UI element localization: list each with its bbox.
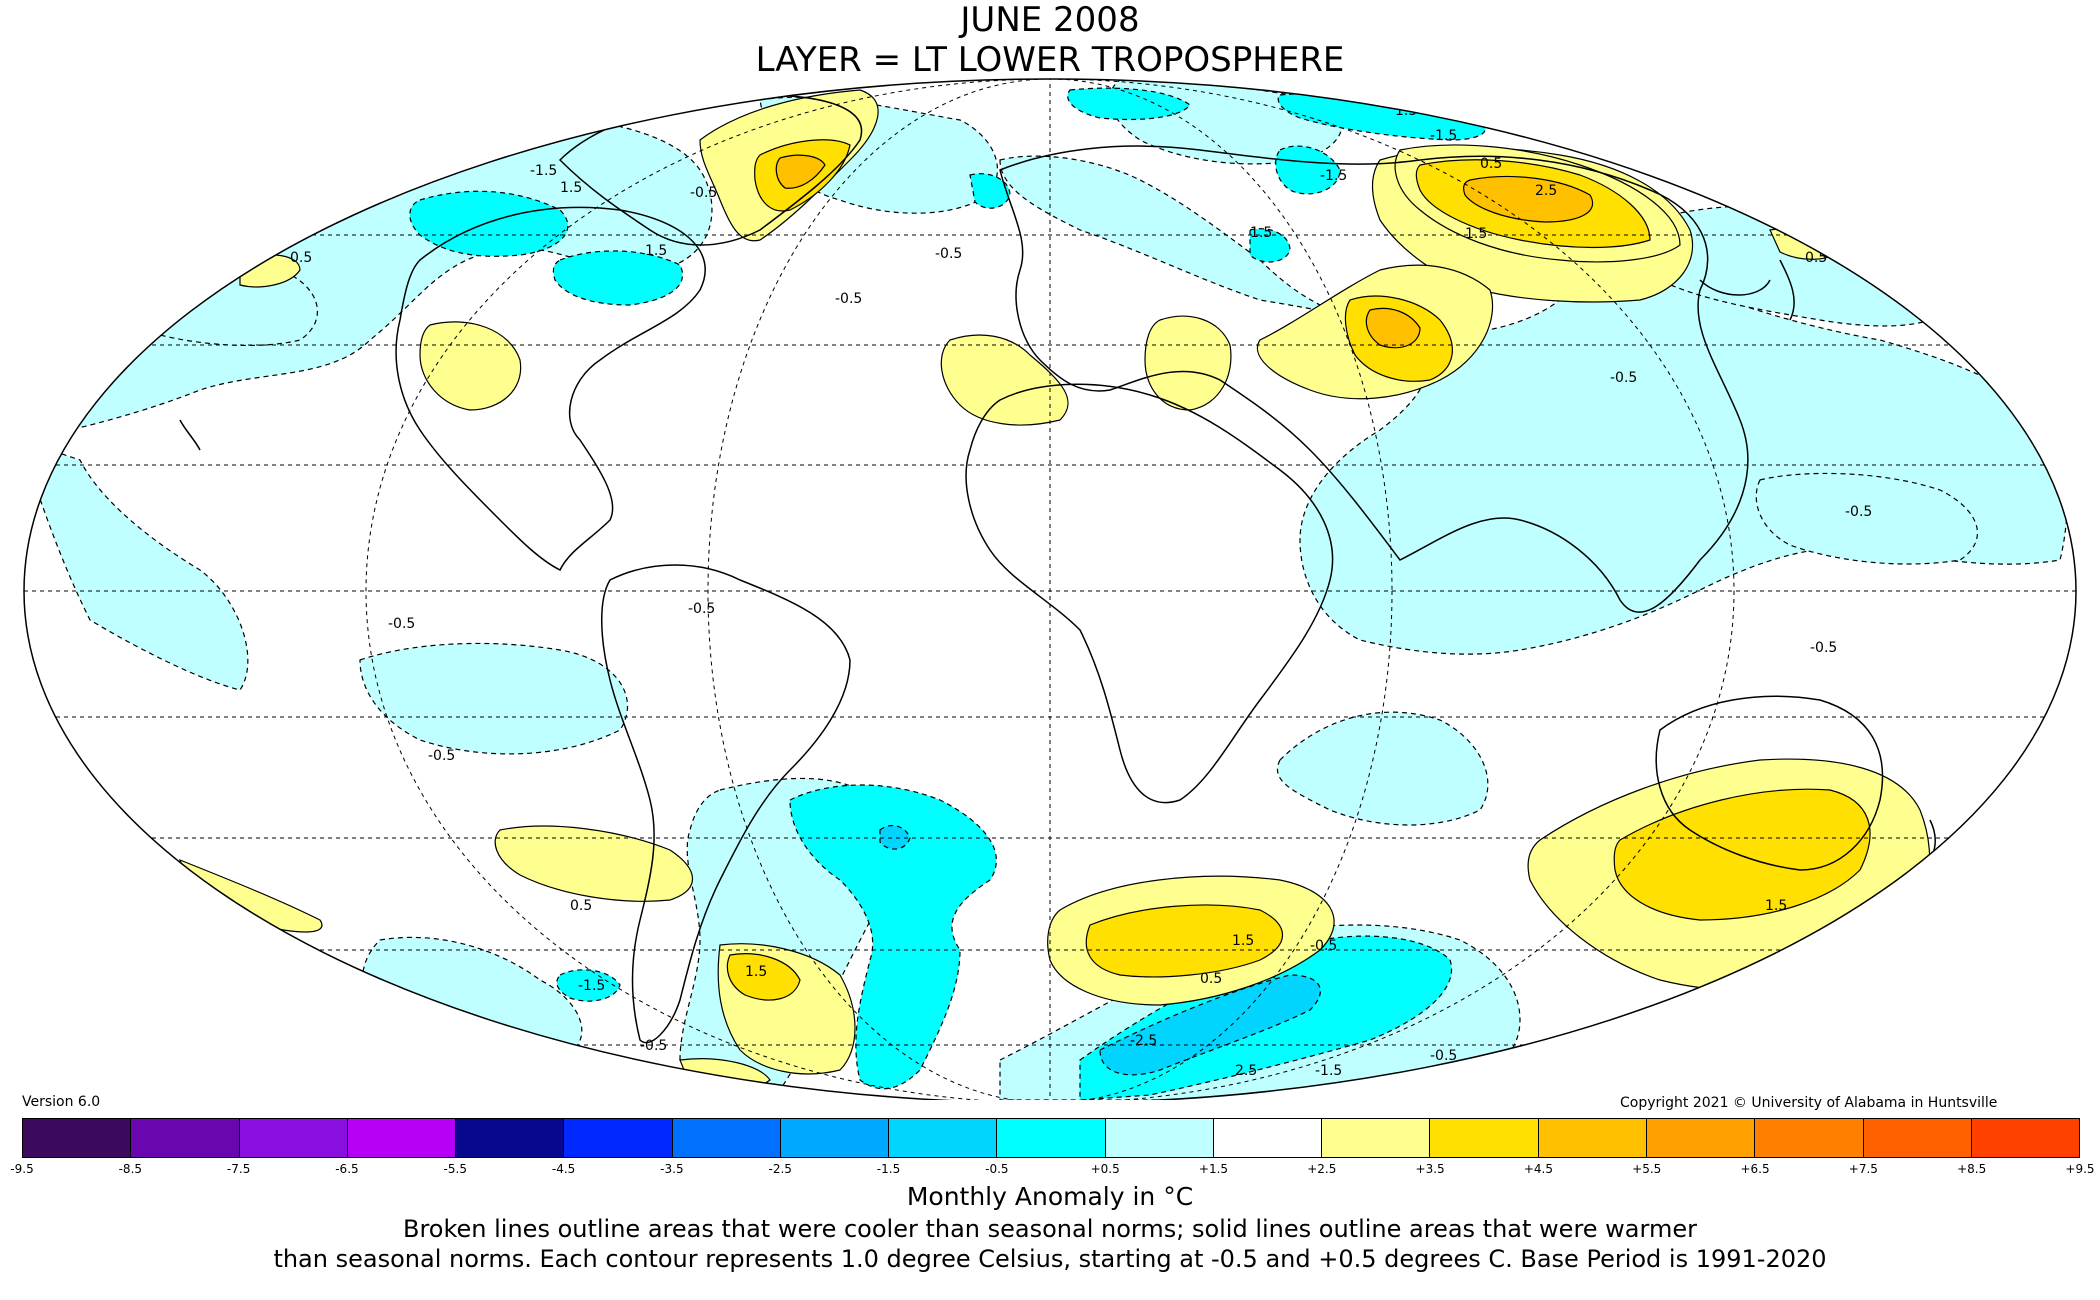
color-scale-tick-label: -5.5 xyxy=(443,1162,467,1176)
contour-label: 2.5 xyxy=(1535,183,1557,199)
color-scale-tick-label: +3.5 xyxy=(1415,1162,1445,1176)
graticule xyxy=(24,79,2076,1100)
very-cool-regions xyxy=(879,824,1321,1076)
contour-label: -0.5 xyxy=(1845,504,1872,520)
color-scale-cell xyxy=(239,1119,348,1157)
contour-label: -0.5 xyxy=(1310,938,1337,954)
color-scale-tick-label: -0.5 xyxy=(985,1162,1009,1176)
color-scale-cell xyxy=(1430,1119,1539,1157)
contour-label: 0.5 xyxy=(290,250,312,266)
contour-label: -1.5 xyxy=(1315,1063,1342,1079)
color-scale-cell xyxy=(564,1119,673,1157)
contour-label: 1.5 xyxy=(1232,933,1254,949)
caption-line2: than seasonal norms. Each contour repres… xyxy=(273,1245,1827,1273)
color-scale-tick-label: +0.5 xyxy=(1090,1162,1120,1176)
contour-label: 0.5 xyxy=(570,898,592,914)
color-scale-cell xyxy=(1213,1119,1323,1157)
caption-line1: Broken lines outline areas that were coo… xyxy=(403,1215,1697,1243)
contour-label: -1.5 xyxy=(530,163,557,179)
anomaly-map: -1.5 1.5 -0.5 1.5 -0.5 -0.5 1.5 -1.5 0.5… xyxy=(23,78,2077,1100)
color-scale-cell xyxy=(23,1119,132,1157)
contour-label: -0.5 xyxy=(1430,1048,1457,1064)
contour-labels: -1.5 1.5 -0.5 1.5 -0.5 -0.5 1.5 -1.5 0.5… xyxy=(290,103,1872,1079)
anomaly-field: -1.5 1.5 -0.5 1.5 -0.5 -0.5 1.5 -1.5 0.5… xyxy=(24,79,2076,1100)
contour-label: -0.5 xyxy=(1610,370,1637,386)
color-scale-cell xyxy=(347,1119,457,1157)
color-scale-tick-label: +2.5 xyxy=(1307,1162,1337,1176)
contour-label: 1.5 xyxy=(560,180,582,196)
contour-label: 2.5 xyxy=(1235,1063,1257,1079)
contour-label: -1.5 xyxy=(1430,128,1457,144)
contour-label: 1.5 xyxy=(1765,898,1787,914)
color-scale-tick-label: -9.5 xyxy=(10,1162,34,1176)
color-scale-cell xyxy=(997,1119,1106,1157)
color-scale-tick-label: -4.5 xyxy=(551,1162,576,1176)
color-scale-tick-label: -6.5 xyxy=(335,1162,359,1176)
color-scale-cell xyxy=(889,1119,998,1157)
contour-label: 0.5 xyxy=(1480,156,1502,172)
color-scale-tick-label: -2.5 xyxy=(768,1162,792,1176)
color-scale-cell xyxy=(456,1119,565,1157)
color-scale-cell xyxy=(1538,1119,1647,1157)
coastlines xyxy=(179,94,1936,1044)
contour-label: -1.5 xyxy=(578,978,605,994)
contour-label: 1.5 xyxy=(645,243,667,259)
color-scale-tick-label: +9.5 xyxy=(2065,1162,2095,1176)
color-scale-bar xyxy=(22,1118,2080,1158)
contour-label: -0.5 xyxy=(388,616,415,632)
color-scale-ticks: -9.5 -8.5 -7.5 -6.5 -5.5 -4.5 -3.5 -2.5 -1.5 -0.5… xyxy=(10,1162,2094,1182)
color-scale-cell xyxy=(1755,1119,1864,1157)
color-scale-cell xyxy=(1863,1119,1972,1157)
globe-outline xyxy=(23,78,2077,1100)
contour-label: -0.5 xyxy=(1810,640,1837,656)
contour-label: -1.5 xyxy=(1320,168,1347,184)
color-scale-tick-label: +7.5 xyxy=(1848,1162,1878,1176)
map-title-line2: LAYER = LT LOWER TROPOSPHERE xyxy=(755,40,1345,80)
map-title-line1: JUNE 2008 xyxy=(960,0,1140,40)
color-scale-tick-label: -1.5 xyxy=(876,1162,901,1176)
color-scale-tick-label: -7.5 xyxy=(226,1162,251,1176)
color-scale-tick-label: +5.5 xyxy=(1632,1162,1662,1176)
color-scale-label: Monthly Anomaly in °C xyxy=(906,1182,1194,1211)
color-scale-cell xyxy=(1105,1119,1214,1157)
color-scale-tick-label: +4.5 xyxy=(1523,1162,1553,1176)
contour-label: 1.5 xyxy=(1250,225,1272,241)
contour-label: 0.5 xyxy=(1805,250,1827,266)
contour-label: 1.5 xyxy=(1465,226,1487,242)
contour-label: -0.5 xyxy=(428,748,455,764)
color-scale-cell xyxy=(1971,1119,2080,1157)
color-scale-tick-label: +1.5 xyxy=(1198,1162,1229,1176)
strong-warm-regions xyxy=(726,139,1871,1001)
contour-label: -2.5 xyxy=(1130,1033,1157,1049)
very-warm-regions xyxy=(775,154,1593,349)
contour-label: -0.5 xyxy=(835,291,862,307)
color-scale-tick-label: -3.5 xyxy=(660,1162,684,1176)
contour-label: -0.5 xyxy=(688,601,715,617)
color-scale-tick-label: +6.5 xyxy=(1740,1162,1770,1176)
color-scale-cell xyxy=(1646,1119,1756,1157)
contour-label: -0.5 xyxy=(690,185,717,201)
color-scale-cell xyxy=(672,1119,781,1157)
color-scale-tick-label: -8.5 xyxy=(118,1162,143,1176)
color-scale-cell xyxy=(1322,1119,1431,1157)
contour-label: 1.5 xyxy=(745,964,767,980)
color-scale-cell xyxy=(780,1119,890,1157)
color-scale-tick-label: +8.5 xyxy=(1957,1162,1987,1176)
contour-label: 0.5 xyxy=(1200,971,1222,987)
color-scale-cell xyxy=(131,1119,240,1157)
contour-label: -0.5 xyxy=(935,246,962,262)
copyright-label: Copyright 2021 © University of Alabama i… xyxy=(1620,1095,1998,1111)
version-label: Version 6.0 xyxy=(22,1094,101,1110)
